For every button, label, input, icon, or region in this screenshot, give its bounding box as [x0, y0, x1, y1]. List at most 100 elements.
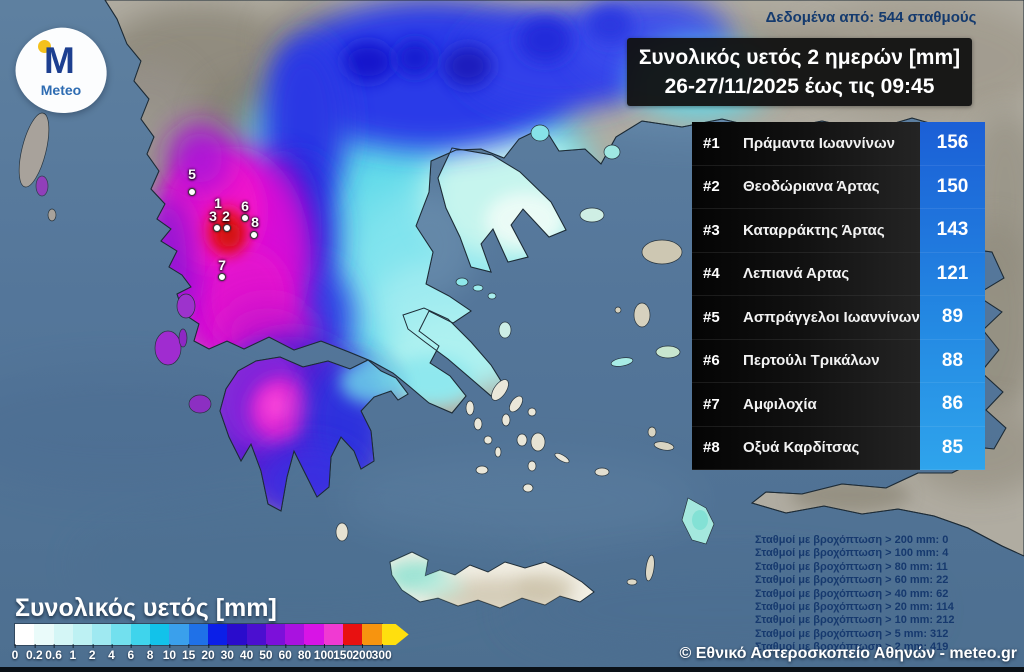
- table-row: #3 Καταρράκτης Άρτας: [692, 209, 920, 253]
- scale-tick: 15: [182, 644, 196, 662]
- scale-segment: [72, 624, 93, 645]
- station-name: Οξυά Καρδίτσας: [743, 439, 860, 457]
- scale-tick: 8: [146, 644, 154, 662]
- scale-tick: 1: [69, 644, 77, 662]
- table-row: #8 Οξυά Καρδίτσας: [692, 426, 920, 470]
- scale-segment: [304, 624, 324, 645]
- scale-segment: [343, 624, 363, 645]
- scale-segment: [285, 624, 305, 645]
- table-row: #7 Αμφιλοχία: [692, 383, 920, 427]
- scale-tick: 60: [278, 644, 292, 662]
- station-threshold-stats: Σταθμοί με βροχόπτωση > 200 mm: 0 Σταθμο…: [755, 534, 1017, 655]
- precip-value: 88: [920, 340, 985, 383]
- scale-segment: [53, 624, 73, 645]
- scale-tick: 4: [108, 644, 115, 662]
- rank-label: #8: [703, 439, 720, 457]
- station-dot: [223, 224, 231, 232]
- scale-tick: 0.2: [25, 644, 43, 662]
- stat-line: Σταθμοί με βροχόπτωση > 10 mm: 212: [755, 614, 955, 627]
- precip-value: 143: [920, 209, 985, 253]
- station-name: Περτούλι Τρικάλων: [743, 352, 880, 370]
- map-title-line1: Συνολικός υετός 2 ημερών [mm]: [638, 46, 961, 69]
- scale-segment: [34, 624, 54, 645]
- station-marker-label: 1: [214, 195, 222, 211]
- precip-value: 121: [920, 253, 985, 296]
- scale-segment: [227, 624, 247, 645]
- station-marker-label: 3: [209, 208, 217, 224]
- precip-value: 89: [920, 296, 985, 340]
- rank-label: #2: [703, 178, 720, 196]
- scale-tick: 6: [127, 644, 135, 662]
- scale-segment: [323, 624, 344, 645]
- scale-tick: 20: [201, 644, 215, 662]
- station-name: Ασπράγγελοι Ιωαννίνων: [743, 308, 920, 326]
- top-stations-table: #1 Πράμαντα Ιωαννίνων #2 Θεοδώριανα Άρτας …: [692, 122, 985, 470]
- rank-label: #5: [703, 308, 720, 326]
- color-scale-bar: [15, 624, 382, 645]
- rank-label: #4: [703, 265, 720, 283]
- sun-icon: [38, 40, 51, 53]
- stat-line: Σταθμοί με βροχόπτωση > 80 mm: 11: [755, 560, 948, 573]
- scale-segment: [150, 624, 170, 645]
- meteo-logo: M Meteo: [6, 18, 116, 124]
- copyright-credit: © Εθνικό Αστεροσκοπείο Αθηνών - meteo.gr: [679, 645, 1017, 662]
- rank-label: #3: [703, 221, 720, 239]
- scale-segment: [92, 624, 112, 645]
- precip-value: 85: [920, 427, 985, 470]
- scale-segment: [207, 624, 228, 645]
- scale-tick: 10: [162, 644, 177, 662]
- station-name: Καταρράκτης Άρτας: [743, 221, 885, 239]
- station-name: Πράμαντα Ιωαννίνων: [743, 134, 896, 152]
- scale-tick: 80: [297, 644, 312, 662]
- precip-value: 156: [920, 122, 985, 166]
- scale-tick: 150: [333, 644, 354, 662]
- station-marker-label: 5: [188, 166, 196, 182]
- stat-line: Σταθμοί με βροχόπτωση > 5 mm: 312: [755, 627, 949, 640]
- scale-tick: 30: [220, 644, 234, 662]
- station-name: Αμφιλοχία: [743, 395, 817, 413]
- scale-tick: 200: [352, 644, 373, 662]
- station-marker-label: 6: [241, 198, 249, 214]
- value-column: 156 150 143 121 89 88 86 85: [920, 122, 985, 470]
- data-source-note: Δεδομένα από: 544 σταθμούς: [765, 9, 977, 26]
- rank-label: #6: [703, 352, 720, 370]
- logo-brand-text: Meteo: [40, 82, 82, 98]
- stat-line: Σταθμοί με βροχόπτωση > 100 mm: 4: [755, 547, 949, 560]
- scale-tick: 100: [313, 644, 334, 662]
- station-name: Λεπιανά Αρτας: [743, 265, 850, 283]
- rank-label: #7: [703, 395, 720, 413]
- scale-tick: 300: [371, 644, 392, 662]
- station-dot: [241, 214, 249, 222]
- table-row: #1 Πράμαντα Ιωαννίνων: [692, 122, 920, 166]
- table-row: #4 Λεπιανά Αρτας: [692, 252, 920, 296]
- scale-segment: [130, 624, 151, 645]
- station-marker-label: 8: [251, 214, 259, 230]
- station-name: Θεοδώριανα Άρτας: [743, 178, 880, 196]
- scale-segment: [111, 624, 131, 645]
- rank-label: #1: [703, 134, 720, 152]
- stat-line: Σταθμοί με βροχόπτωση > 2 mm: 419: [755, 641, 949, 654]
- scale-segment: [362, 624, 382, 645]
- scale-segment: [169, 624, 189, 645]
- scale-tick: 50: [259, 644, 273, 662]
- logo-m-glyph: M: [44, 40, 75, 81]
- stat-line: Σταθμοί με βροχόπτωση > 60 mm: 22: [755, 574, 949, 587]
- station-dot: [250, 231, 258, 239]
- bottom-bar: [0, 667, 1024, 672]
- table-row: #6 Περτούλι Τρικάλων: [692, 339, 920, 383]
- scale-tick: 2: [88, 644, 96, 662]
- station-dot: [218, 273, 226, 281]
- station-dot: [188, 188, 196, 196]
- scale-tick: 0.6: [45, 644, 62, 662]
- station-marker-label: 7: [218, 257, 226, 273]
- scale-arrow: [381, 624, 409, 645]
- scale-segment: [246, 624, 266, 645]
- stat-line: Σταθμοί με βροχόπτωση > 40 mm: 62: [755, 587, 949, 600]
- scale-segment: [188, 624, 208, 645]
- scale-segment: [15, 624, 35, 645]
- table-row: #2 Θεοδώριανα Άρτας: [692, 165, 920, 209]
- precip-value: 150: [920, 166, 985, 209]
- legend-title: Συνολικός υετός [mm]: [15, 594, 277, 622]
